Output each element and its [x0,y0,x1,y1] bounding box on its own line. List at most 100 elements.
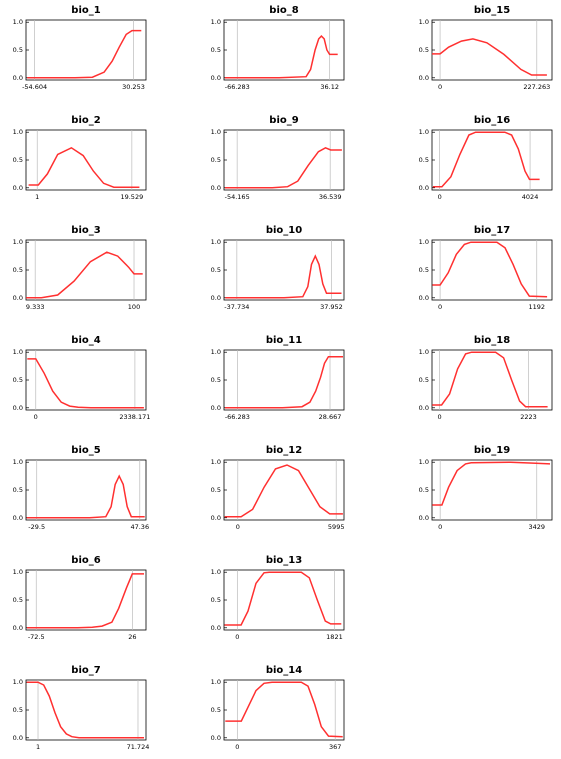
x-tick-label: 0 [236,523,240,531]
y-tick-label: 0.5 [419,46,429,54]
plot-frame [25,129,147,191]
x-tick-label: -54.604 [22,83,47,91]
plot-frame [223,19,345,81]
chart-title: bio_10 [266,225,302,236]
y-tick-label: 0.0 [419,404,429,412]
y-tick-label: 1.0 [13,348,23,356]
response-plot: bio_7 1 71.724 0.0 0.5 1.0 [13,665,150,751]
x-tick-label: 26 [128,633,136,641]
y-tick-label: 0.0 [211,404,221,412]
x-tick-label: 1 [35,193,39,201]
chart-title: bio_4 [71,335,100,346]
response-curve [225,355,343,409]
x-tick-label: 1 [36,743,40,751]
chart-title: bio_17 [474,225,510,236]
y-tick-label: 0.5 [13,156,23,164]
y-tick-label: 0.5 [13,46,23,54]
y-tick-label: 0.5 [419,156,429,164]
plot-frame [25,19,147,81]
y-tick-label: 0.5 [13,486,23,494]
y-tick-label: 0.5 [211,376,221,384]
chart-title: bio_19 [474,445,510,456]
response-plot: bio_13 0 1821 0.0 0.5 1.0 [211,555,345,641]
y-tick-label: 0.5 [13,266,23,274]
x-tick-label: 36.539 [319,193,342,201]
y-tick-label: 1.0 [211,458,221,466]
y-tick-label: 1.0 [211,348,221,356]
response-plot: bio_4 0 2338.171 0.0 0.5 1.0 [13,335,151,421]
y-tick-label: 1.0 [211,18,221,26]
plot-frame [25,679,147,741]
response-plot: bio_16 0 4024 0.0 0.5 1.0 [419,115,553,201]
plot-frame [25,349,147,411]
chart-title: bio_7 [71,665,100,676]
x-tick-label: 0 [438,83,442,91]
y-tick-label: 1.0 [211,568,221,576]
plot-frame [431,239,553,301]
response-curve [432,351,548,408]
response-curve [27,358,144,409]
x-tick-label: -29.5 [28,523,45,531]
x-tick-label: 2338.171 [119,413,150,421]
response-curve [26,681,144,739]
y-tick-label: 0.0 [419,294,429,302]
y-tick-label: 0.0 [13,624,23,632]
y-tick-label: 1.0 [419,348,429,356]
chart-title: bio_2 [71,115,100,126]
y-tick-label: 0.5 [211,486,221,494]
x-tick-label: 1192 [528,303,545,311]
response-curve [432,131,540,188]
chart-title: bio_1 [71,5,100,16]
y-tick-label: 1.0 [13,128,23,136]
response-plot: bio_1 -54.604 30.253 0.0 0.5 1.0 [13,5,147,91]
chart-title: bio_11 [266,335,302,346]
response-curve [224,571,342,626]
y-tick-label: 0.0 [419,74,429,82]
plot-frame [25,239,147,301]
x-tick-label: 30.253 [122,83,145,91]
response-plot: bio_15 0 227.263 0.0 0.5 1.0 [419,5,553,91]
y-tick-label: 1.0 [13,678,23,686]
y-tick-label: 1.0 [13,238,23,246]
response-curve [432,241,548,298]
y-tick-label: 0.5 [419,486,429,494]
y-tick-label: 0.0 [211,734,221,742]
chart-title: bio_9 [269,115,298,126]
response-curve [27,29,142,79]
y-tick-label: 0.0 [13,74,23,82]
y-tick-label: 1.0 [13,458,23,466]
response-plot: bio_2 1 19.529 0.0 0.5 1.0 [13,115,147,201]
response-curve [225,681,343,738]
y-tick-label: 1.0 [211,678,221,686]
response-plot: bio_11 -66.283 28.667 0.0 0.5 1.0 [211,335,345,421]
x-tick-label: 71.724 [127,743,150,751]
plot-frame [223,239,345,301]
response-plot: bio_5 -29.5 47.36 0.0 0.5 1.0 [13,445,149,531]
response-plot: bio_14 0 367 0.0 0.5 1.0 [211,665,345,751]
y-tick-label: 1.0 [419,458,429,466]
y-tick-label: 0.5 [13,706,23,714]
x-tick-label: 0 [34,413,38,421]
y-tick-label: 0.0 [13,514,23,522]
y-tick-label: 0.0 [419,184,429,192]
plot-frame [25,569,147,631]
x-tick-label: 227.263 [523,83,550,91]
y-tick-label: 0.0 [211,624,221,632]
x-tick-label: -72.5 [28,633,45,641]
response-plot: bio_18 0 2223 0.0 0.5 1.0 [419,335,553,421]
plot-frame [223,349,345,411]
x-tick-label: -66.283 [225,413,250,421]
x-tick-label: -37.734 [224,303,249,311]
y-tick-label: 0.5 [211,596,221,604]
y-tick-label: 0.5 [211,706,221,714]
plot-frame [431,129,553,191]
plot-frame [431,19,553,81]
x-tick-label: 1821 [326,633,343,641]
x-tick-label: 37.952 [320,303,343,311]
y-tick-label: 0.0 [13,734,23,742]
x-tick-label: 2223 [520,413,537,421]
y-tick-label: 0.5 [13,376,23,384]
y-tick-label: 1.0 [211,128,221,136]
y-tick-label: 1.0 [13,18,23,26]
